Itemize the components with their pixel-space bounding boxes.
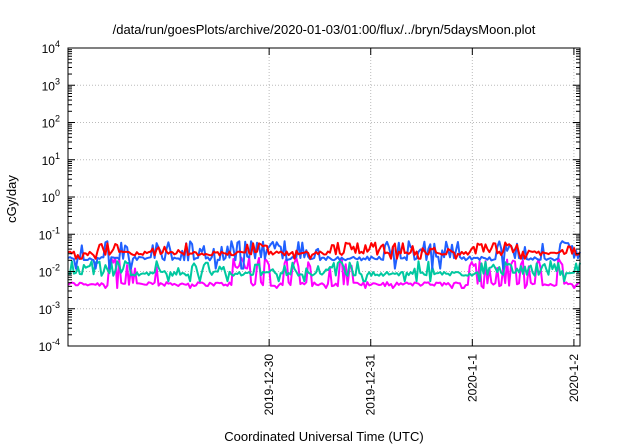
- y-tick-label: 10-2: [39, 263, 60, 280]
- y-tick-label: 100: [42, 188, 60, 205]
- x-tick-label: 2020-1-1: [465, 354, 479, 402]
- y-tick-label: 10-1: [39, 225, 60, 242]
- y-tick-label: 10-3: [39, 300, 60, 317]
- x-axis-label: Coordinated Universal Time (UTC): [224, 429, 423, 444]
- y-axis-label: cGy/day: [4, 175, 19, 223]
- x-tick-label: 2020-1-2: [567, 354, 581, 402]
- x-tick-label: 2019-12-31: [364, 354, 378, 416]
- series-line: [67, 241, 581, 260]
- y-tick-label: 10-4: [39, 337, 60, 354]
- y-tick-label: 101: [42, 151, 60, 168]
- y-tick-label: 103: [42, 76, 60, 93]
- y-tick-label: 104: [42, 39, 60, 56]
- y-tick-label: 102: [42, 114, 60, 131]
- axis-ticks: 10-4 10-3 10-2 10-1 100 101 102 103 104 2019-12-3…: [39, 39, 581, 415]
- series-line: [67, 260, 581, 283]
- chart-title: /data/run/goesPlots/archive/2020-01-03/0…: [113, 22, 536, 37]
- series-line: [67, 256, 581, 289]
- x-tick-label: 2019-12-30: [262, 354, 276, 416]
- series-lines: [67, 240, 581, 289]
